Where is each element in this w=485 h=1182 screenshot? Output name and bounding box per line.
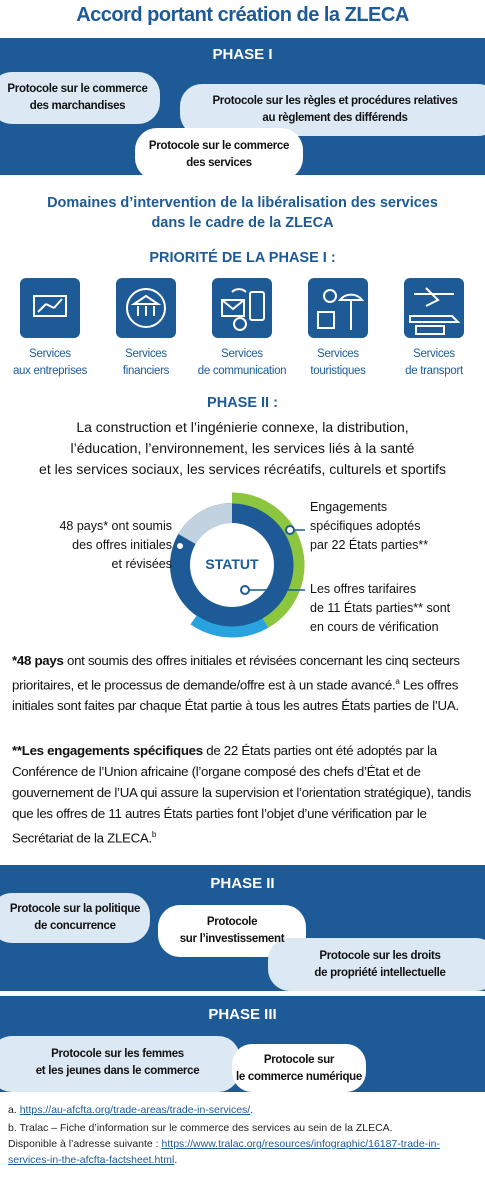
text-line: 48 pays* ont soumis (59, 519, 172, 533)
bubble (0, 893, 150, 943)
text-line: touristiques (310, 365, 366, 377)
text-line: *48 pays (12, 653, 64, 668)
text-line: **Les engagements spécifiques (12, 743, 203, 758)
text-line: Protocole sur le commerce (148, 140, 290, 152)
sector-label: Services de transport (386, 346, 482, 380)
phase2-scope-text: La construction et l’ingénierie connexe,… (0, 417, 485, 480)
title: Accord portant création de la ZLECA (76, 4, 409, 26)
phase-title: PHASE II (210, 875, 275, 892)
text-line: aux entreprises (12, 365, 88, 377)
text-line: a (395, 677, 400, 686)
text-line: Services (317, 348, 359, 360)
text-line: des offres initiales (72, 538, 172, 552)
text-line: le commerce numérique (235, 1071, 362, 1083)
text-line: en cours de vérification (310, 620, 439, 634)
text-line: . (174, 1154, 178, 1166)
text-line: Services (221, 348, 263, 360)
icon-glyphs (33, 287, 461, 335)
bubble (158, 905, 306, 957)
priority-heading: PRIORITÉ DE LA PHASE I : (149, 250, 336, 266)
text-line: Services (29, 348, 71, 360)
text-line: Protocole sur (263, 1054, 335, 1066)
text-line: spécifiques adoptés (310, 519, 421, 533)
text-line: de concurrence (34, 920, 116, 932)
sector-label: Services touristiques (290, 346, 386, 380)
footnote: b. Tralac – Fiche d’information sur le c… (8, 1120, 478, 1168)
text-line: Tralac – Fiche d’information sur le comm… (19, 1122, 393, 1134)
link[interactable]: https://au-afcfta.org/trade-areas/trade-… (19, 1104, 251, 1116)
text-line: sur l’investissement (179, 933, 285, 945)
text-line: La construction et l’ingénierie connexe,… (76, 419, 409, 435)
text-line: par 22 États parties** (310, 538, 429, 552)
text-line: ont soumis des offres initiales et révis… (12, 653, 460, 693)
text-line: Disponible à l’adresse suivante : (8, 1138, 159, 1150)
text-line: et les jeunes dans le commerce (35, 1065, 200, 1077)
text-line: b. (8, 1122, 17, 1134)
text-line: Les offres tarifaires (310, 582, 417, 596)
bubble (135, 128, 303, 180)
text-line: Les offres initiales sont faites par cha… (12, 677, 459, 714)
text-line: Protocole (206, 916, 258, 928)
text-line: des services (186, 157, 252, 169)
text-line: Protocole sur les femmes (51, 1048, 184, 1060)
text-line: de propriété intellectuelle (314, 967, 446, 979)
text-line: des marchandises (29, 100, 126, 112)
bubble (0, 72, 160, 124)
note: **Les engagements spécifiques de 22 État… (12, 740, 478, 848)
bubble (180, 84, 485, 136)
text-line: Engagements (310, 500, 388, 514)
text-line: b (151, 830, 157, 839)
status-left: 48 pays* ont soumis des offres initiales e… (0, 517, 172, 574)
section-heading: Domaines d’intervention de la libéralisa… (0, 193, 485, 233)
phase2-scope-title: PHASE II : (207, 395, 278, 411)
sector-label: Services aux entreprises (2, 346, 98, 380)
text-line: Services (413, 348, 455, 360)
protocol: Protocole sur les femmes et les jeunes da… (0, 1046, 235, 1080)
link[interactable]: https://www.tralac.org/resources/infogra… (8, 1138, 440, 1166)
text-line: au règlement des différends (262, 112, 408, 124)
text-line: de 22 États parties ont été adoptés par … (12, 743, 471, 846)
protocol: Protocole sur le commerce numérique (232, 1052, 366, 1086)
text-line: financiers (122, 365, 170, 377)
note: *48 pays ont soumis des offres initiales… (12, 650, 478, 716)
text-line: Protocole sur le commerce (7, 83, 148, 95)
protocol: Protocole sur les règles et procédures r… (185, 93, 485, 127)
text-line: et les services sociaux, les services ré… (39, 461, 446, 477)
protocol: Protocole sur les droits de propriété int… (275, 948, 485, 982)
text-line: Services (125, 348, 167, 360)
text-line: Protocole sur les règles et procédures r… (212, 95, 458, 107)
text-line: dans le cadre de la ZLECA (151, 215, 334, 231)
status-right-top: Engagements spécifiques adoptés par 22 Éta… (310, 498, 428, 555)
status-donut (170, 492, 305, 638)
text-line: Domaines d’intervention de la libéralisa… (47, 195, 438, 211)
text-line: Protocole sur la politique (9, 903, 141, 915)
text-line: Protocole sur les droits (319, 950, 441, 962)
bubble (232, 1044, 366, 1092)
footnote: a. https://au-afcfta.org/trade-areas/tra… (8, 1102, 478, 1118)
phase-title: PHASE III (208, 1006, 277, 1023)
sector-label: Services de communication (194, 346, 290, 380)
text-line: de 11 États parties** sont (310, 601, 451, 615)
protocol: Protocole sur le commerce des marchandise… (0, 81, 155, 115)
text-line: et révisées (111, 557, 172, 571)
protocol: Protocole sur l’investissement (158, 914, 306, 948)
text-line: l’éducation, l’environnement, les servic… (70, 440, 415, 456)
phase-title: PHASE I (212, 46, 273, 63)
status-right-bottom: Les offres tarifaires de 11 États parties… (310, 580, 450, 637)
sector-label: Services financiers (98, 346, 194, 380)
text-line: . (250, 1104, 254, 1116)
protocol: Protocole sur le commerce des services (135, 138, 303, 172)
text-line: de transport (405, 365, 463, 377)
text-line: de communication (197, 365, 287, 377)
bubble (0, 1036, 240, 1092)
bubble (268, 938, 485, 991)
donut-center: STATUT (205, 556, 259, 572)
protocol: Protocole sur la politique de concurrence (0, 901, 150, 935)
text-line: a. (8, 1104, 17, 1116)
